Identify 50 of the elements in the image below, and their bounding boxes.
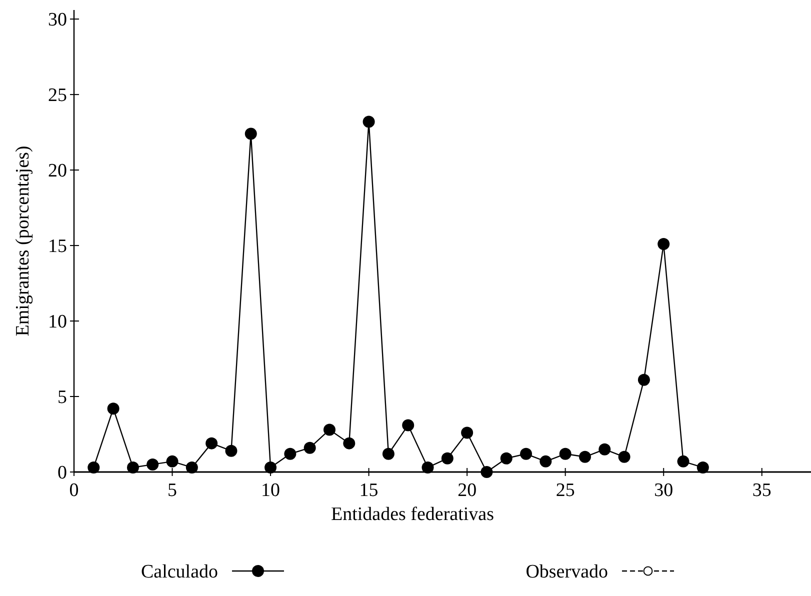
y-tick-label: 15 <box>48 236 67 258</box>
point <box>107 402 120 415</box>
point <box>264 461 277 474</box>
y-tick-label: 0 <box>58 462 67 484</box>
point <box>480 466 493 478</box>
y-tick-label: 25 <box>48 85 67 106</box>
y-tick-label: 30 <box>48 10 67 31</box>
point <box>284 448 296 460</box>
point <box>343 437 356 450</box>
x-tick-label: 15 <box>359 480 378 501</box>
point <box>658 238 670 250</box>
legend-label: Calculado <box>140 562 218 583</box>
x-tick-label: 20 <box>458 480 477 501</box>
point <box>578 450 591 463</box>
x-tick-label: 25 <box>556 480 575 501</box>
y-tick-label: 20 <box>48 160 67 182</box>
x-tick-label: 30 <box>654 480 674 501</box>
point <box>186 461 198 474</box>
point <box>323 424 336 436</box>
x-tick-label: 10 <box>261 480 280 501</box>
y-axis-title: Emigrantes (porcentajes) <box>12 146 34 336</box>
point <box>559 448 572 460</box>
point <box>598 443 611 456</box>
point <box>461 426 474 439</box>
x-tick-label: 5 <box>168 480 178 501</box>
x-tick-label: 35 <box>752 480 772 501</box>
point <box>540 455 552 468</box>
point <box>304 442 316 454</box>
point <box>146 458 159 470</box>
point <box>677 455 690 468</box>
point <box>244 128 257 140</box>
point <box>126 461 139 474</box>
point <box>382 448 394 460</box>
point <box>441 452 454 464</box>
point <box>206 437 218 450</box>
point <box>402 419 414 432</box>
point <box>638 374 650 386</box>
point <box>520 448 532 460</box>
point <box>166 455 178 468</box>
y-tick-label: 5 <box>58 387 67 408</box>
x-axis-title: Entidades federativas <box>330 504 494 525</box>
point <box>362 116 375 128</box>
point <box>88 461 100 474</box>
point <box>422 461 434 474</box>
y-tick-label: 10 <box>48 312 67 333</box>
point <box>500 452 512 464</box>
legend-label: Observado <box>526 562 608 583</box>
point <box>618 450 630 463</box>
point <box>225 444 238 457</box>
point <box>696 461 709 474</box>
